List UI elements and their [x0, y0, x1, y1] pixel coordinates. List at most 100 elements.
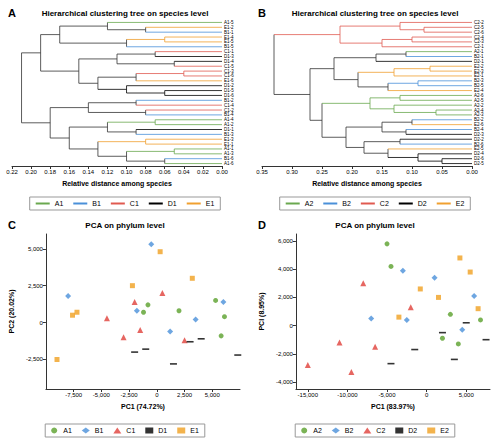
svg-text:B1-2: B1-2: [224, 97, 234, 103]
svg-text:0.18: 0.18: [44, 169, 56, 175]
svg-text:A2: A2: [313, 427, 322, 434]
svg-text:PC1 (74.72%): PC1 (74.72%): [121, 403, 165, 411]
svg-text:0.20: 0.20: [25, 169, 37, 175]
svg-text:D2: D2: [408, 427, 417, 434]
svg-text:-5,000: -5,000: [379, 392, 397, 398]
svg-text:0.22: 0.22: [6, 169, 18, 175]
svg-text:0.30: 0.30: [286, 169, 298, 175]
svg-text:C: C: [8, 219, 16, 231]
svg-text:B1: B1: [92, 200, 101, 207]
svg-text:0: 0: [425, 392, 429, 398]
svg-text:A1: A1: [55, 200, 64, 207]
svg-text:B1-1: B1-1: [224, 29, 234, 35]
svg-text:0: 0: [40, 320, 44, 326]
svg-text:PCI (8.95%): PCI (8.95%): [258, 292, 266, 330]
svg-text:D2: D2: [418, 200, 427, 207]
svg-text:5,000: 5,000: [459, 392, 475, 398]
svg-text:A: A: [8, 7, 16, 19]
svg-text:PCA on phylum level: PCA on phylum level: [85, 221, 164, 230]
svg-text:E1-2: E1-2: [224, 24, 234, 30]
svg-text:A1: A1: [63, 427, 72, 434]
svg-text:-7,500: -7,500: [65, 392, 83, 398]
svg-text:B1-4: B1-4: [224, 112, 234, 118]
svg-text:D1-2: D1-2: [224, 83, 234, 89]
svg-text:C1-4: C1-4: [224, 102, 234, 108]
svg-text:5,000: 5,000: [205, 392, 221, 398]
svg-text:-2,500: -2,500: [26, 356, 44, 362]
svg-text:PC1 (83.97%): PC1 (83.97%): [371, 403, 415, 411]
svg-text:C1-6: C1-6: [224, 73, 234, 79]
svg-text:D: D: [258, 219, 266, 231]
svg-text:B1-3: B1-3: [224, 131, 234, 137]
svg-text:D1: D1: [168, 200, 177, 207]
svg-text:C1-1: C1-1: [224, 49, 234, 55]
svg-text:E1: E1: [206, 200, 215, 207]
svg-text:C1-3: C1-3: [224, 68, 234, 74]
svg-text:0.08: 0.08: [140, 169, 152, 175]
svg-text:0.10: 0.10: [406, 169, 418, 175]
svg-text:B2: B2: [345, 427, 354, 434]
svg-text:0.04: 0.04: [178, 169, 190, 175]
svg-text:0: 0: [290, 323, 294, 329]
svg-text:C2: C2: [380, 200, 389, 207]
svg-text:A1-4: A1-4: [224, 117, 234, 123]
svg-text:Hierarchical clustering tree o: Hierarchical clustering tree on species …: [292, 9, 459, 18]
svg-text:E1-4: E1-4: [224, 34, 234, 40]
svg-text:-4,000: -4,000: [276, 379, 294, 385]
svg-text:-2,000: -2,000: [276, 351, 294, 357]
svg-text:E1-6: E1-6: [224, 78, 234, 84]
svg-text:6,000: 6,000: [278, 238, 294, 244]
svg-text:C1: C1: [126, 427, 135, 434]
svg-text:2,000: 2,000: [278, 294, 294, 300]
svg-text:E2: E2: [456, 200, 465, 207]
svg-text:0.16: 0.16: [63, 169, 75, 175]
svg-text:D1-4: D1-4: [224, 58, 234, 64]
svg-text:PC2 (20.02%): PC2 (20.02%): [8, 290, 16, 334]
svg-text:2,500: 2,500: [177, 392, 193, 398]
svg-text:D1-6: D1-6: [224, 92, 234, 98]
svg-text:C2: C2: [376, 427, 385, 434]
svg-text:Relative distance among specie: Relative distance among species: [62, 180, 172, 188]
svg-text:D1: D1: [158, 427, 167, 434]
svg-text:E1-3: E1-3: [224, 136, 234, 142]
svg-text:-2,500: -2,500: [121, 392, 139, 398]
svg-text:D1-5: D1-5: [224, 88, 234, 94]
svg-text:E1-5: E1-5: [224, 39, 234, 45]
svg-text:B2: B2: [342, 200, 351, 207]
svg-text:Relative distance among specie: Relative distance among species: [312, 180, 422, 188]
svg-text:-10,000: -10,000: [337, 392, 358, 398]
svg-text:0.00: 0.00: [466, 169, 478, 175]
svg-text:A2: A2: [305, 200, 314, 207]
svg-text:A1-2: A1-2: [224, 122, 234, 128]
svg-text:PCA on phylum level: PCA on phylum level: [335, 221, 414, 230]
svg-text:0.02: 0.02: [197, 169, 209, 175]
svg-text:2,500: 2,500: [28, 283, 44, 289]
svg-text:B1-5: B1-5: [224, 44, 234, 50]
svg-text:0.05: 0.05: [436, 169, 448, 175]
svg-text:0.12: 0.12: [102, 169, 114, 175]
svg-text:C1: C1: [130, 200, 139, 207]
svg-text:0.00: 0.00: [216, 169, 228, 175]
svg-text:A1-5: A1-5: [224, 19, 234, 25]
svg-text:Hierarchical clustering tree o: Hierarchical clustering tree on species …: [42, 9, 209, 18]
svg-text:0.15: 0.15: [376, 169, 388, 175]
svg-text:C1-2: C1-2: [224, 107, 234, 113]
svg-text:B1: B1: [95, 427, 104, 434]
svg-text:C1-5: C1-5: [224, 63, 234, 69]
svg-text:D2-5: D2-5: [474, 161, 484, 166]
svg-text:E2: E2: [440, 427, 449, 434]
svg-text:0.06: 0.06: [159, 169, 171, 175]
svg-text:0.10: 0.10: [121, 169, 133, 175]
svg-text:0.25: 0.25: [316, 169, 328, 175]
svg-text:0: 0: [155, 392, 159, 398]
svg-text:B: B: [258, 7, 266, 19]
svg-text:-15,000: -15,000: [298, 392, 319, 398]
svg-text:4,000: 4,000: [278, 266, 294, 272]
svg-text:E1: E1: [190, 427, 199, 434]
svg-text:0.14: 0.14: [83, 169, 95, 175]
svg-text:5,000: 5,000: [28, 246, 44, 252]
svg-text:A1-6: A1-6: [224, 161, 234, 166]
svg-text:0.35: 0.35: [256, 169, 268, 175]
svg-text:-5,000: -5,000: [93, 392, 111, 398]
svg-text:0.20: 0.20: [346, 169, 358, 175]
